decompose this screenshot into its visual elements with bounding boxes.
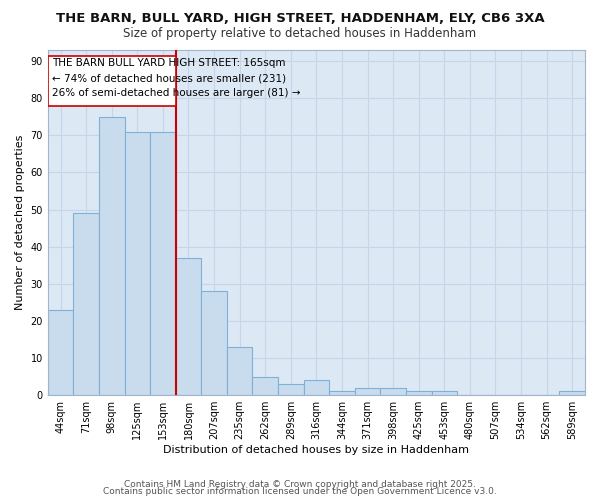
Bar xyxy=(150,132,176,395)
Bar xyxy=(304,380,329,395)
Bar xyxy=(73,214,99,395)
Y-axis label: Number of detached properties: Number of detached properties xyxy=(15,135,25,310)
Text: THE BARN, BULL YARD, HIGH STREET, HADDENHAM, ELY, CB6 3XA: THE BARN, BULL YARD, HIGH STREET, HADDEN… xyxy=(56,12,544,26)
Bar xyxy=(431,392,457,395)
X-axis label: Distribution of detached houses by size in Haddenham: Distribution of detached houses by size … xyxy=(163,445,469,455)
Bar xyxy=(253,376,278,395)
Bar xyxy=(201,292,227,395)
Bar xyxy=(380,388,406,395)
Bar xyxy=(227,347,253,395)
Text: ← 74% of detached houses are smaller (231): ← 74% of detached houses are smaller (23… xyxy=(52,73,286,83)
Bar xyxy=(559,392,585,395)
Bar xyxy=(176,258,201,395)
Bar xyxy=(278,384,304,395)
Bar xyxy=(406,392,431,395)
Bar xyxy=(99,117,125,395)
Text: Contains HM Land Registry data © Crown copyright and database right 2025.: Contains HM Land Registry data © Crown c… xyxy=(124,480,476,489)
Bar xyxy=(125,132,150,395)
Text: Contains public sector information licensed under the Open Government Licence v3: Contains public sector information licen… xyxy=(103,488,497,496)
Bar xyxy=(48,310,73,395)
Text: 26% of semi-detached houses are larger (81) →: 26% of semi-detached houses are larger (… xyxy=(52,88,300,98)
Bar xyxy=(329,392,355,395)
Text: THE BARN BULL YARD HIGH STREET: 165sqm: THE BARN BULL YARD HIGH STREET: 165sqm xyxy=(52,58,285,68)
Bar xyxy=(355,388,380,395)
FancyBboxPatch shape xyxy=(48,56,176,106)
Text: Size of property relative to detached houses in Haddenham: Size of property relative to detached ho… xyxy=(124,28,476,40)
